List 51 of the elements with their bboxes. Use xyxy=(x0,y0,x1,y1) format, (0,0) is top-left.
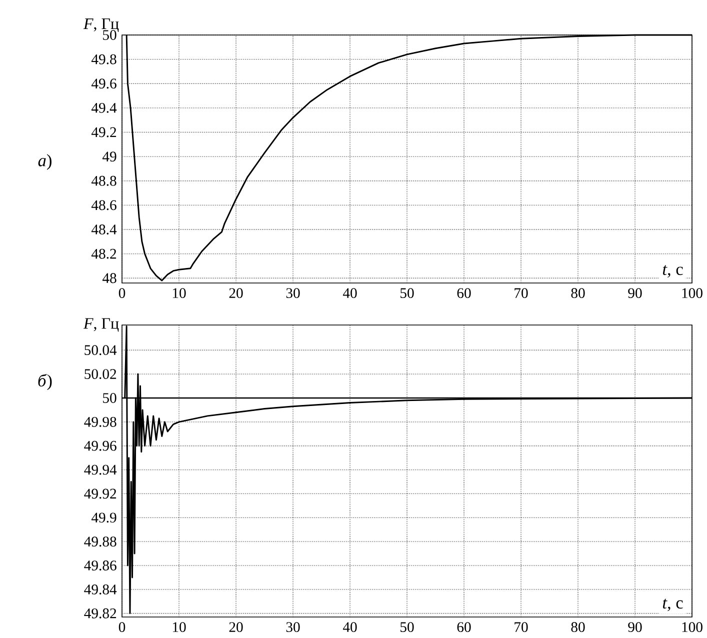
x-tick-label: 70 xyxy=(514,288,528,298)
y-tick-label: 48 xyxy=(102,273,116,284)
y-tick-label: 49.96 xyxy=(84,440,116,451)
y-tick-label: 48.6 xyxy=(91,200,116,210)
text: а) xyxy=(38,154,52,170)
x-tick-label: 30 xyxy=(286,622,300,632)
x-tick-label: 100 xyxy=(682,288,702,298)
y-tick-label: 48.8 xyxy=(91,176,116,186)
y-tick-label: 49 xyxy=(102,152,116,162)
y-tick-label: 49.98 xyxy=(84,416,116,427)
x-tick-label: 100 xyxy=(682,622,702,632)
y-tick-label: 48.4 xyxy=(91,224,117,234)
x-tick-label: 30 xyxy=(286,288,300,298)
y-tick-label: 49.84 xyxy=(84,584,117,594)
y-tick-label: 49.86 xyxy=(84,560,116,571)
x-tick-label: 10 xyxy=(172,622,186,632)
x-tick-label: 90 xyxy=(628,288,642,298)
x-tick-label: 80 xyxy=(571,622,585,632)
x-tick-label: 0 xyxy=(118,288,126,298)
x-tick-label: 50 xyxy=(400,288,414,298)
x-axis-title: t, с xyxy=(662,265,683,278)
x-axis-title: t, с xyxy=(662,598,683,612)
y-tick-label: 49.4 xyxy=(91,102,117,113)
y-axis-title: F, Гц xyxy=(83,18,119,32)
x-tick-label: 20 xyxy=(229,288,243,298)
y-tick-label: 50.04 xyxy=(84,345,117,356)
y-tick-label: 49.82 xyxy=(84,608,116,618)
y-tick-label: 49.9 xyxy=(91,512,116,523)
x-tick-label: 60 xyxy=(457,288,471,298)
x-tick-label: 20 xyxy=(229,622,243,632)
y-tick-label: 49.6 xyxy=(91,78,116,89)
y-tick-label: 49.8 xyxy=(91,54,116,64)
y-tick-label: 49.88 xyxy=(84,536,116,547)
x-tick-label: 10 xyxy=(172,288,186,298)
y-tick-label: 49.94 xyxy=(84,464,117,475)
x-tick-label: 50 xyxy=(400,622,414,632)
x-tick-label: 40 xyxy=(342,622,357,632)
x-tick-label: 0 xyxy=(118,622,126,632)
x-tick-label: 90 xyxy=(628,622,642,632)
y-tick-label: 50.02 xyxy=(84,369,116,380)
y-tick-label: 50 xyxy=(103,30,116,40)
x-tick-label: 60 xyxy=(457,622,471,632)
x-tick-label: 40 xyxy=(342,288,357,298)
text: б) xyxy=(38,374,52,390)
x-tick-label: 70 xyxy=(514,622,528,632)
y-tick-label: 49.2 xyxy=(91,127,116,138)
y-tick-label: 50 xyxy=(103,393,116,403)
x-tick-label: 80 xyxy=(571,288,585,298)
y-tick-label: 48.2 xyxy=(91,248,116,259)
y-tick-label: 49.92 xyxy=(84,488,116,499)
y-axis-title: F, Гц xyxy=(83,318,119,332)
